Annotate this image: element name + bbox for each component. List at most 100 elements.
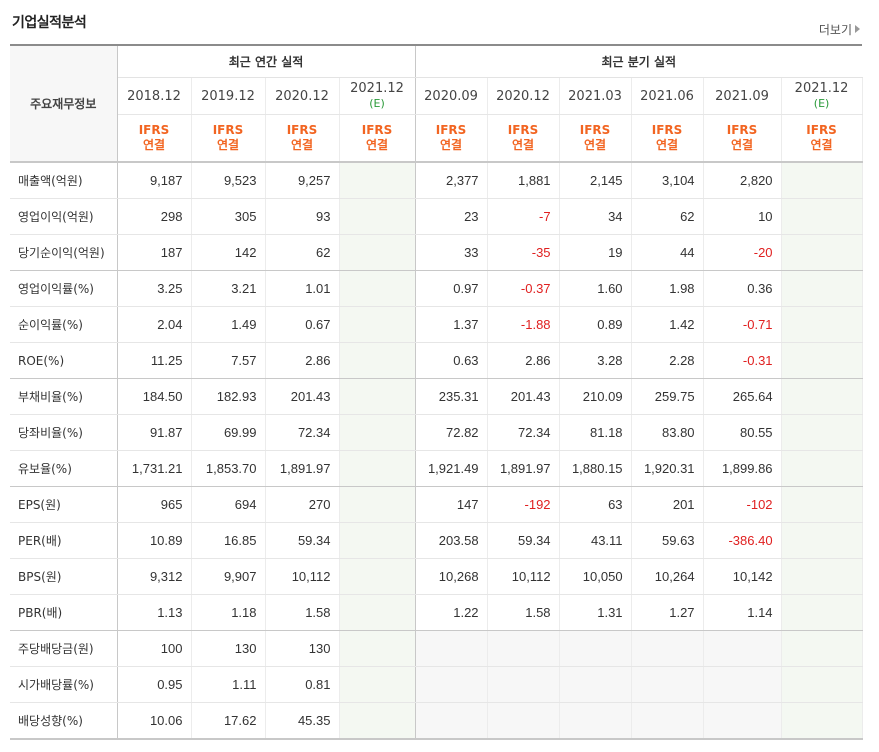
period-header: 2020.09: [415, 77, 488, 115]
period-label: 2020.09: [424, 88, 478, 104]
table-cell: 17.62: [191, 702, 266, 740]
table-cell: [415, 630, 488, 667]
group-quarter-header: 최근 분기 실적: [415, 44, 863, 78]
table-cell: 2.86: [487, 342, 560, 379]
table-cell: [487, 666, 560, 703]
table-cell: [631, 630, 704, 667]
table-cell: [781, 558, 863, 595]
table-cell: [339, 630, 416, 667]
table-cell: [781, 702, 863, 740]
table-cell: 9,523: [191, 162, 266, 199]
table-cell: 2,377: [415, 162, 488, 199]
table-cell: 694: [191, 486, 266, 523]
table-row: 당기순이익(억원) 187 142 62 33 -35 19 44 -20: [10, 234, 863, 271]
table-cell: [339, 486, 416, 523]
table-cell: [339, 666, 416, 703]
table-cell: 2.28: [631, 342, 704, 379]
table-cell: 187: [117, 234, 192, 271]
table-cell: 45.35: [265, 702, 340, 740]
table-cell: 100: [117, 630, 192, 667]
period-label: 2021.06: [640, 88, 694, 104]
more-link[interactable]: 더보기: [819, 21, 860, 38]
table-cell: 1,920.31: [631, 450, 704, 487]
table-cell: [415, 702, 488, 740]
table-cell: 33: [415, 234, 488, 271]
row-label: 주당배당금(원): [10, 630, 118, 667]
row-label: 배당성향(%): [10, 702, 118, 740]
table-cell: 23: [415, 198, 488, 235]
row-label: 영업이익(억원): [10, 198, 118, 235]
table-cell: [703, 630, 782, 667]
consolidated-label: 연결: [142, 138, 166, 152]
table-cell: 2,820: [703, 162, 782, 199]
period-header: 2020.12: [487, 77, 560, 115]
table-cell: [703, 666, 782, 703]
period-header: 2019.12: [191, 77, 266, 115]
table-row: PBR(배) 1.13 1.18 1.58 1.22 1.58 1.31 1.27 1.14: [10, 594, 863, 631]
period-label: 2021.12: [350, 80, 404, 96]
table-cell: -35: [487, 234, 560, 271]
table-cell: 72.34: [487, 414, 560, 451]
table-cell: 1.58: [487, 594, 560, 631]
table-cell: 130: [265, 630, 340, 667]
table-cell: [559, 702, 632, 740]
table-cell: 1,899.86: [703, 450, 782, 487]
table-cell: 1.49: [191, 306, 266, 343]
table-cell: 93: [265, 198, 340, 235]
table-row: 부채비율(%) 184.50 182.93 201.43 235.31 201.43 210…: [10, 378, 863, 415]
table-cell: [339, 378, 416, 415]
table-row: 순이익률(%) 2.04 1.49 0.67 1.37 -1.88 0.89 1.42 -0.7…: [10, 306, 863, 343]
row-label: PBR(배): [10, 594, 118, 631]
table-cell: 259.75: [631, 378, 704, 415]
table-cell: 210.09: [559, 378, 632, 415]
table-cell: 81.18: [559, 414, 632, 451]
table-cell: 0.81: [265, 666, 340, 703]
table-cell: 1.58: [265, 594, 340, 631]
ifrs-label: IFRS: [435, 123, 467, 137]
table-cell: [339, 306, 416, 343]
table-cell: 1.11: [191, 666, 266, 703]
arrow-right-icon: [855, 25, 860, 33]
table-cell: 91.87: [117, 414, 192, 451]
table-cell: 3.21: [191, 270, 266, 307]
table-cell: 1,853.70: [191, 450, 266, 487]
table-cell: 7.57: [191, 342, 266, 379]
consolidated-label: 연결: [440, 138, 463, 152]
table-cell: [487, 630, 560, 667]
table-cell: 9,907: [191, 558, 266, 595]
table-cell: 147: [415, 486, 488, 523]
table-cell: 10,050: [559, 558, 632, 595]
table-cell: 3,104: [631, 162, 704, 199]
table-cell: 142: [191, 234, 266, 271]
table-cell: 10.89: [117, 522, 192, 559]
table-cell: 10,264: [631, 558, 704, 595]
ifrs-label: IFRS: [726, 123, 758, 137]
table-cell: -7: [487, 198, 560, 235]
table-cell: 69.99: [191, 414, 266, 451]
consolidated-label: 연결: [656, 138, 679, 152]
period-label: 2021.03: [568, 88, 622, 104]
ifrs-label: IFRS: [212, 123, 244, 137]
row-label: 시가배당률(%): [10, 666, 118, 703]
table-cell: 10.06: [117, 702, 192, 740]
table-cell: 1,731.21: [117, 450, 192, 487]
table-cell: [415, 666, 488, 703]
table-cell: 0.36: [703, 270, 782, 307]
table-cell: -20: [703, 234, 782, 271]
table-cell: [339, 162, 416, 199]
table-cell: [339, 342, 416, 379]
group-annual-header: 최근 연간 실적: [117, 44, 416, 78]
table-cell: [781, 666, 863, 703]
table-cell: 201.43: [265, 378, 340, 415]
table-cell: [781, 270, 863, 307]
table-cell: -0.37: [487, 270, 560, 307]
table-cell: 0.67: [265, 306, 340, 343]
table-cell: 72.82: [415, 414, 488, 451]
table-row: 주당배당금(원) 100 130 130: [10, 630, 863, 667]
table-cell: [631, 702, 704, 740]
table-cell: [781, 342, 863, 379]
table-cell: 1.42: [631, 306, 704, 343]
table-cell: 1.01: [265, 270, 340, 307]
more-link-label: 더보기: [818, 23, 852, 37]
table-cell: 0.95: [117, 666, 192, 703]
